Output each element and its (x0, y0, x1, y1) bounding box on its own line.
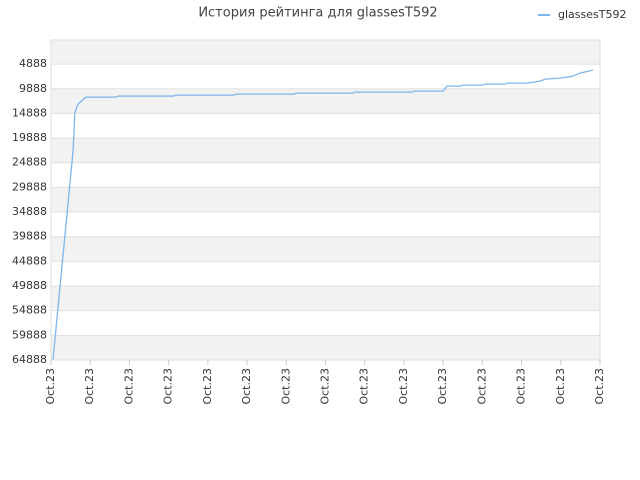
grid-band (51, 335, 600, 360)
y-tick-label: 59888 (12, 328, 47, 341)
x-tick-label: Oct.23 (554, 368, 567, 405)
grid-band (51, 236, 600, 262)
grid-band (51, 286, 600, 311)
y-tick-label: 9888 (19, 82, 47, 95)
x-tick-label: Oct.23 (240, 368, 253, 405)
y-tick-label: 54888 (12, 304, 47, 317)
x-tick-label: Oct.23 (475, 368, 488, 405)
y-tick-label: 19888 (12, 131, 47, 144)
y-tick-label: 34888 (12, 205, 47, 218)
chart-title: История рейтинга для glassesT592 (198, 6, 437, 21)
x-tick-label: Oct.23 (162, 368, 175, 405)
x-tick-label: Oct.23 (201, 368, 214, 405)
x-tick-label: Oct.23 (44, 368, 57, 405)
y-tick-label: 64888 (12, 353, 47, 366)
y-tick-label: 49888 (12, 279, 47, 292)
grid-band (51, 40, 600, 65)
x-tick-label: Oct.23 (436, 368, 449, 405)
x-tick-label: Oct.23 (358, 368, 371, 405)
x-tick-label: Oct.23 (593, 368, 606, 405)
legend-label: glassesT592 (558, 8, 626, 21)
y-tick-label: 39888 (12, 230, 47, 243)
x-tick-label: Oct.23 (319, 368, 332, 405)
x-tick-label: Oct.23 (279, 368, 292, 405)
x-tick-label: Oct.23 (122, 368, 135, 405)
x-tick-label: Oct.23 (83, 368, 96, 405)
grid-band (51, 138, 600, 163)
y-tick-label: 4888 (19, 57, 47, 70)
grid-band (51, 187, 600, 213)
data-line (52, 69, 594, 361)
y-tick-label: 29888 (12, 180, 47, 193)
y-tick-label: 44888 (12, 254, 47, 267)
y-tick-label: 14888 (12, 106, 47, 119)
y-tick-label: 24888 (12, 156, 47, 169)
x-tick-label: Oct.23 (515, 368, 528, 405)
x-tick-label: Oct.23 (397, 368, 410, 405)
